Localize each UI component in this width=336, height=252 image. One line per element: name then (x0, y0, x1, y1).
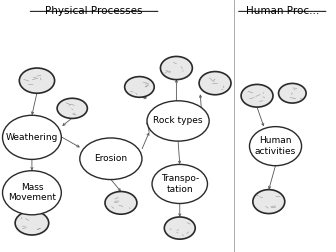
Ellipse shape (19, 68, 54, 93)
Ellipse shape (161, 56, 192, 80)
Text: Weathering: Weathering (6, 133, 58, 142)
Ellipse shape (199, 72, 231, 95)
Ellipse shape (249, 127, 302, 166)
Ellipse shape (147, 101, 209, 141)
Ellipse shape (241, 84, 273, 107)
Ellipse shape (3, 115, 61, 159)
Ellipse shape (253, 190, 285, 213)
Text: Physical Processes: Physical Processes (45, 6, 143, 16)
Ellipse shape (57, 98, 87, 118)
Ellipse shape (3, 171, 61, 215)
Ellipse shape (152, 164, 208, 204)
Ellipse shape (105, 192, 137, 214)
Ellipse shape (80, 138, 142, 180)
Text: Erosion: Erosion (94, 154, 127, 163)
Text: Rock types: Rock types (153, 116, 203, 125)
Ellipse shape (164, 217, 195, 239)
Ellipse shape (279, 83, 306, 103)
Text: Mass
Movement: Mass Movement (8, 183, 56, 202)
Text: Transpo-
tation: Transpo- tation (161, 174, 199, 194)
Text: Human
activities: Human activities (255, 137, 296, 156)
Ellipse shape (125, 77, 154, 97)
Ellipse shape (15, 211, 49, 235)
Text: Human Proc...: Human Proc... (246, 6, 319, 16)
